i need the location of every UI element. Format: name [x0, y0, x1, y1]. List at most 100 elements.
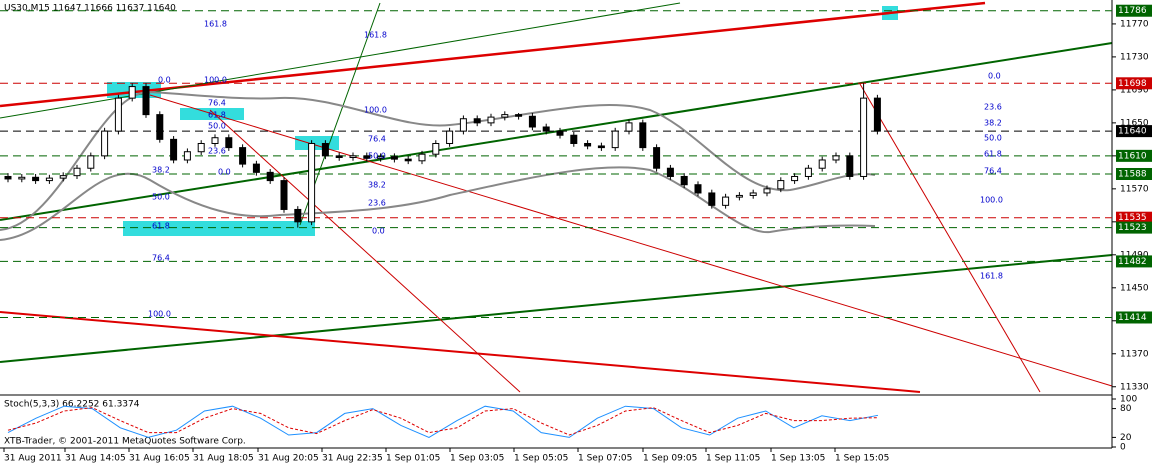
x-tick-label: 1 Sep 15:05 [835, 454, 889, 464]
level-label: 11588 [1118, 169, 1147, 179]
y-tick-label: 11370 [1120, 349, 1149, 359]
level-label: 11482 [1118, 257, 1147, 267]
candle-body [556, 130, 564, 136]
trendline [0, 42, 1113, 221]
stoch-line [7, 407, 879, 436]
candle-body [294, 208, 302, 223]
level-box [1116, 311, 1152, 324]
fib-label: 50.0 [208, 122, 226, 131]
candle-body [363, 155, 371, 159]
fib-label: 61.8 [208, 111, 226, 120]
candle-body [239, 147, 247, 165]
candle-body [349, 155, 357, 159]
candle-body [446, 130, 454, 144]
fib-label: 0.0 [218, 168, 231, 177]
candle-body [680, 175, 688, 186]
candle-body [45, 177, 53, 182]
fib-label: 50.0 [984, 134, 1002, 143]
x-tick-label: 31 Aug 14:05 [65, 454, 126, 464]
trendline [0, 254, 1113, 363]
candle-body [694, 184, 702, 194]
candle-body [432, 142, 440, 155]
level-box [1116, 125, 1152, 138]
bollinger-band [0, 90, 876, 231]
y-tick-label: 11570 [1120, 184, 1149, 194]
candle-body [101, 130, 109, 157]
candle-body [763, 188, 771, 194]
candle-body [418, 153, 426, 162]
candle-body [183, 151, 191, 161]
stoch-line [7, 405, 879, 438]
y-tick-label: 11690 [1120, 85, 1149, 95]
x-tick-label: 1 Sep 07:05 [578, 454, 632, 464]
candle-body [515, 114, 523, 117]
bollinger-band [0, 166, 876, 241]
x-tick-label: 1 Sep 13:05 [771, 454, 825, 464]
candle-body [777, 180, 785, 190]
candle-body [487, 116, 495, 124]
fib-label: 23.6 [368, 199, 386, 208]
fib-label: 61.8 [984, 150, 1002, 159]
candle-body [832, 155, 840, 161]
x-tick-label: 1 Sep 11:05 [706, 454, 760, 464]
candle-body [404, 158, 412, 162]
level-label: 11414 [1118, 313, 1147, 323]
candle-body [335, 155, 343, 159]
fib-label: 38.2 [984, 119, 1002, 128]
candle-body [611, 130, 619, 149]
x-tick-label: 31 Aug 18:05 [193, 454, 254, 464]
candle-body [197, 142, 205, 153]
candle-body [266, 171, 274, 182]
fib-label: 76.4 [368, 135, 386, 144]
fib-label: 23.6 [208, 147, 226, 156]
candle-body [735, 194, 743, 198]
y-tick-label: 11450 [1120, 283, 1149, 293]
candle-body [597, 145, 605, 149]
fib-label: 50.0 [368, 152, 386, 161]
candle-body [708, 192, 716, 206]
y-tick-label: 11490 [1120, 250, 1149, 260]
trendline [0, 1, 986, 108]
fib-label: 76.4 [152, 254, 170, 263]
candle-body [459, 118, 467, 132]
candle-body [114, 97, 122, 132]
candle-body [87, 155, 95, 169]
x-tick-label: 1 Sep 01:05 [386, 454, 440, 464]
fib-label: 23.6 [984, 103, 1002, 112]
candle-body [73, 167, 81, 177]
fib-label: 100.0 [980, 196, 1003, 205]
level-box [1116, 149, 1152, 162]
stoch-tick-label: 0 [1120, 443, 1126, 453]
candle-body [501, 114, 509, 118]
x-tick-label: 1 Sep 05:05 [514, 454, 568, 464]
candle-body [722, 196, 730, 206]
level-box [1116, 167, 1152, 180]
level-label: 11786 [1118, 6, 1147, 16]
fib-label: 161.8 [204, 20, 227, 29]
candle-body [860, 97, 868, 177]
indicator-label: Stoch(5,3,3) 66.2252 61.3374 [4, 400, 140, 410]
fib-label: 76.4 [208, 99, 226, 108]
fib-label: 61.8 [152, 222, 170, 231]
candle-body [377, 156, 385, 159]
x-tick-label: 31 Aug 2011 [4, 454, 62, 464]
candle-body [749, 192, 757, 196]
candle-body [156, 114, 164, 140]
x-tick-label: 1 Sep 09:05 [643, 454, 697, 464]
candle-body [528, 115, 536, 128]
level-label: 11698 [1118, 79, 1147, 89]
fib-label: 76.4 [984, 167, 1002, 176]
candle-body [584, 142, 592, 147]
candle-body [570, 134, 578, 144]
fib-label: 0.0 [372, 227, 385, 236]
candle-body [473, 118, 481, 124]
candle-body [225, 137, 233, 149]
level-box [1116, 4, 1152, 17]
fib-label: 38.2 [368, 181, 386, 190]
level-label: 11523 [1118, 223, 1147, 233]
fib-label: 100.0 [204, 76, 227, 85]
fib-label: 100.0 [364, 106, 387, 115]
candle-body [818, 159, 826, 169]
candle-body [873, 97, 881, 132]
